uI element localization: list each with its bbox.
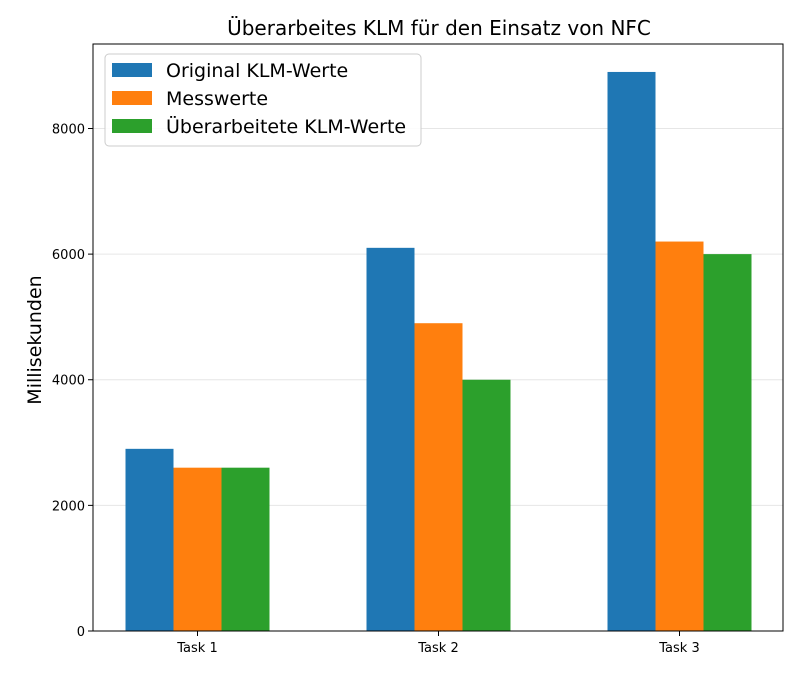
legend-swatch [112,63,152,77]
y-tick-label: 6000 [52,248,85,263]
bar [173,467,222,631]
y-axis-ticks: 0 2000 4000 6000 8000 [52,122,93,640]
legend-swatch [112,91,152,105]
bar [125,448,174,631]
bar [462,379,511,631]
bar [414,323,463,631]
legend-swatch [112,119,152,133]
legend-label: Überarbeitete KLM-Werte [166,115,406,138]
legend-box [104,53,422,147]
y-tick-label: 4000 [52,374,85,389]
bar [221,467,270,631]
y-tick-label: 8000 [52,122,85,137]
y-axis-label: Millisekunden [24,275,46,404]
y-tick-label: 0 [77,625,85,640]
bar [655,241,704,632]
legend-label: Messwerte [166,88,268,110]
bars [125,71,752,632]
bar [607,71,656,631]
x-tick-label: Task 1 [176,641,217,656]
x-tick-label: Task 2 [417,641,458,656]
legend: Original KLM-Werte Messwerte Überarbeitete… [104,53,422,147]
bar [703,254,752,632]
x-axis-ticks: Task 1 Task 2 Task 3 [176,631,700,656]
chart-title: Überarbeites KLM für den Einsatz von NFC [227,16,651,40]
legend-label: Original KLM-Werte [166,60,348,82]
bar [366,247,415,632]
x-tick-label: Task 3 [658,641,699,656]
y-tick-label: 2000 [52,499,85,514]
